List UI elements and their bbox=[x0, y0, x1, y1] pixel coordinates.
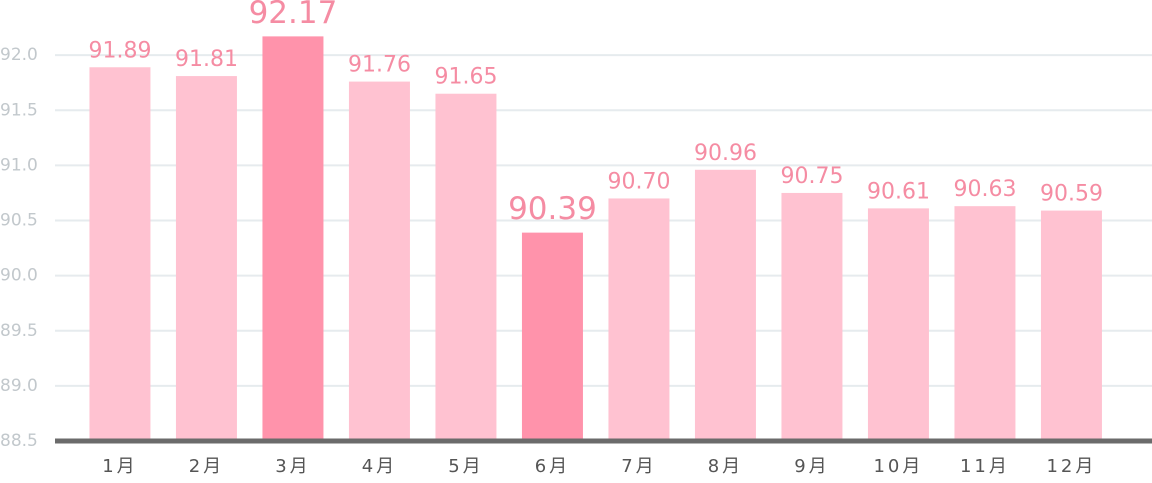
bar bbox=[1040, 210, 1102, 441]
y-tick-label: 88.5 bbox=[0, 431, 38, 451]
value-label: 90.96 bbox=[694, 141, 757, 166]
x-tick-label: 4月 bbox=[362, 456, 397, 477]
y-tick-label: 90.5 bbox=[0, 211, 38, 231]
x-tick-label: 9月 bbox=[794, 456, 829, 477]
value-label: 90.70 bbox=[607, 169, 670, 194]
bar bbox=[954, 206, 1016, 441]
y-tick-label: 91.5 bbox=[0, 100, 38, 120]
y-tick-label: 90.0 bbox=[0, 266, 38, 286]
bar bbox=[348, 81, 410, 442]
y-tick-label: 89.5 bbox=[0, 321, 38, 341]
value-label: 91.65 bbox=[434, 65, 497, 90]
bar bbox=[89, 67, 151, 441]
bar bbox=[262, 36, 324, 441]
x-tick-label: 8月 bbox=[708, 456, 743, 477]
x-tick-label: 7月 bbox=[621, 456, 656, 477]
x-tick-label: 5月 bbox=[448, 456, 483, 477]
bar bbox=[435, 93, 497, 442]
y-tick-label: 91.0 bbox=[0, 155, 38, 175]
x-tick-label: 2月 bbox=[189, 456, 224, 477]
bar bbox=[781, 192, 843, 441]
x-tick-label: 10月 bbox=[873, 456, 923, 477]
bar bbox=[867, 208, 929, 441]
value-label: 90.75 bbox=[780, 164, 843, 189]
value-label: 90.59 bbox=[1040, 182, 1103, 207]
y-tick-label: 89.0 bbox=[0, 376, 38, 396]
x-tick-label: 6月 bbox=[535, 456, 570, 477]
value-label: 90.63 bbox=[953, 177, 1016, 202]
value-label: 91.76 bbox=[348, 53, 411, 78]
bar bbox=[608, 198, 670, 441]
bar bbox=[521, 232, 583, 441]
value-label: 91.81 bbox=[175, 47, 238, 72]
value-label: 91.89 bbox=[88, 38, 151, 63]
y-tick-label: 92.0 bbox=[0, 45, 38, 65]
x-tick-label: 12月 bbox=[1046, 456, 1096, 477]
value-label: 90.39 bbox=[508, 191, 597, 227]
bar bbox=[694, 169, 756, 441]
x-tick-label: 3月 bbox=[275, 456, 310, 477]
bar bbox=[175, 76, 237, 441]
x-tick-label: 11月 bbox=[960, 456, 1010, 477]
value-label: 90.61 bbox=[867, 179, 930, 204]
value-label: 92.17 bbox=[249, 0, 338, 31]
x-tick-label: 1月 bbox=[102, 456, 137, 477]
